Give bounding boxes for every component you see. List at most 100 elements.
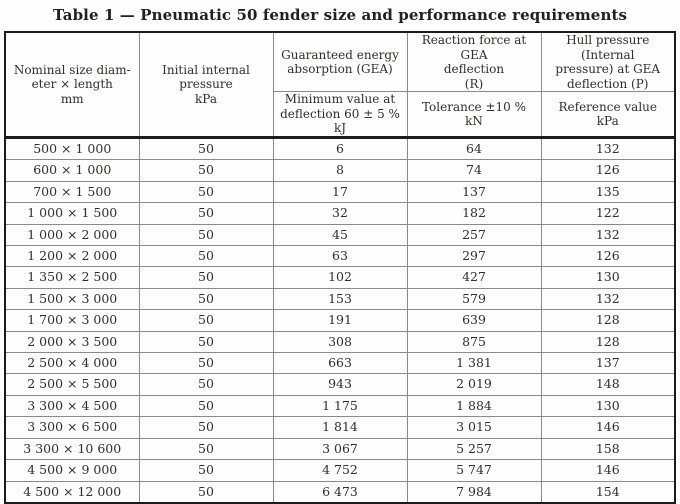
size-cell: 2 500 × 5 500 xyxy=(4,373,140,396)
pressure-cell: 50 xyxy=(138,480,274,504)
gea-cell: 191 xyxy=(272,309,408,332)
gea-cell: 102 xyxy=(272,266,408,289)
hull-pressure-cell: 126 xyxy=(540,159,676,182)
hull-pressure-cell: 128 xyxy=(540,330,676,354)
size-cell: 1 000 × 1 500 xyxy=(4,202,140,225)
hull-pressure-cell: 126 xyxy=(540,245,676,268)
reaction-cell: 2 019 xyxy=(406,373,542,396)
table-body: 500 × 1 000 50 6 64 132 600 × 1 000 50 8 74 126 70… xyxy=(4,136,676,504)
size-cell: 1 000 × 2 000 xyxy=(4,223,140,247)
hull-pressure-cell: 132 xyxy=(540,287,676,311)
hull-pressure-cell: 137 xyxy=(540,352,676,375)
hull-pressure-cell: 146 xyxy=(540,416,676,439)
size-cell: 3 300 × 4 500 xyxy=(4,394,140,418)
table-row: 2 000 × 3 500 50 308 875 128 xyxy=(4,330,676,354)
hull-pressure-cell: 130 xyxy=(540,266,676,289)
gea-cell: 1 814 xyxy=(272,416,408,439)
pressure-cell: 50 xyxy=(138,394,274,418)
gea-cell: 943 xyxy=(272,373,408,396)
table-title: Table 1 — Pneumatic 50 fender size and p… xyxy=(52,6,628,24)
size-cell: 2 000 × 3 500 xyxy=(4,330,140,354)
pressure-cell: 50 xyxy=(138,437,274,461)
pressure-cell: 50 xyxy=(138,223,274,247)
hull-pressure-cell: 146 xyxy=(540,459,676,482)
reaction-cell: 182 xyxy=(406,202,542,225)
table-row: 4 500 × 9 000 50 4 752 5 747 146 xyxy=(4,459,676,482)
gea-cell: 663 xyxy=(272,352,408,375)
table-row: 600 × 1 000 50 8 74 126 xyxy=(4,159,676,182)
reaction-cell: 5 747 xyxy=(406,459,542,482)
gea-cell: 1 175 xyxy=(272,394,408,418)
hull-pressure-cell: 122 xyxy=(540,202,676,225)
header-gea: Guaranteed energy absorption (GEA) xyxy=(272,31,408,92)
table-row: 1 500 × 3 000 50 153 579 132 xyxy=(4,287,676,311)
hull-pressure-cell: 132 xyxy=(540,136,676,161)
gea-cell: 4 752 xyxy=(272,459,408,482)
size-cell: 2 500 × 4 000 xyxy=(4,352,140,375)
reaction-cell: 639 xyxy=(406,309,542,332)
gea-cell: 8 xyxy=(272,159,408,182)
gea-cell: 308 xyxy=(272,330,408,354)
size-cell: 4 500 × 12 000 xyxy=(4,480,140,504)
size-cell: 3 300 × 10 600 xyxy=(4,437,140,461)
hull-pressure-cell: 132 xyxy=(540,223,676,247)
header-row-top: Nominal size diam- eter × length mm Init… xyxy=(4,31,676,138)
header-hull-reference-value: Reference value kPa xyxy=(540,91,676,138)
pressure-cell: 50 xyxy=(138,309,274,332)
gea-cell: 6 473 xyxy=(272,480,408,504)
table-row: 3 300 × 4 500 50 1 175 1 884 130 xyxy=(4,394,676,418)
table-row: 1 350 × 2 500 50 102 427 130 xyxy=(4,266,676,289)
size-cell: 1 700 × 3 000 xyxy=(4,309,140,332)
header-initial-pressure: Initial internal pressure kPa xyxy=(138,31,274,138)
reaction-cell: 579 xyxy=(406,287,542,311)
pressure-cell: 50 xyxy=(138,136,274,161)
table-row: 4 500 × 12 000 50 6 473 7 984 154 xyxy=(4,480,676,504)
reaction-cell: 137 xyxy=(406,180,542,204)
pressure-cell: 50 xyxy=(138,245,274,268)
gea-cell: 3 067 xyxy=(272,437,408,461)
table-row: 500 × 1 000 50 6 64 132 xyxy=(4,136,676,161)
table-row: 3 300 × 10 600 50 3 067 5 257 158 xyxy=(4,437,676,461)
reaction-cell: 875 xyxy=(406,330,542,354)
gea-cell: 45 xyxy=(272,223,408,247)
pressure-cell: 50 xyxy=(138,352,274,375)
size-cell: 3 300 × 6 500 xyxy=(4,416,140,439)
reaction-cell: 64 xyxy=(406,136,542,161)
size-cell: 4 500 × 9 000 xyxy=(4,459,140,482)
header-reaction-force: Reaction force at GEA deflection (R) xyxy=(406,31,542,92)
header-gea-minimum-value: Minimum value at deflection 60 ± 5 % kJ xyxy=(272,91,408,138)
table-row: 700 × 1 500 50 17 137 135 xyxy=(4,180,676,204)
pressure-cell: 50 xyxy=(138,266,274,289)
pressure-cell: 50 xyxy=(138,416,274,439)
hull-pressure-cell: 130 xyxy=(540,394,676,418)
reaction-cell: 1 884 xyxy=(406,394,542,418)
hull-pressure-cell: 154 xyxy=(540,480,676,504)
size-cell: 500 × 1 000 xyxy=(4,136,140,161)
gea-cell: 32 xyxy=(272,202,408,225)
reaction-cell: 297 xyxy=(406,245,542,268)
table-header: Nominal size diam- eter × length mm Init… xyxy=(4,31,676,138)
size-cell: 700 × 1 500 xyxy=(4,180,140,204)
reaction-cell: 257 xyxy=(406,223,542,247)
reaction-cell: 7 984 xyxy=(406,480,542,504)
pressure-cell: 50 xyxy=(138,180,274,204)
reaction-cell: 74 xyxy=(406,159,542,182)
reaction-cell: 1 381 xyxy=(406,352,542,375)
table-row: 1 200 × 2 000 50 63 297 126 xyxy=(4,245,676,268)
header-reaction-tolerance: Tolerance ±10 % kN xyxy=(406,91,542,138)
size-cell: 600 × 1 000 xyxy=(4,159,140,182)
pressure-cell: 50 xyxy=(138,202,274,225)
size-cell: 1 500 × 3 000 xyxy=(4,287,140,311)
hull-pressure-cell: 135 xyxy=(540,180,676,204)
size-cell: 1 350 × 2 500 xyxy=(4,266,140,289)
gea-cell: 153 xyxy=(272,287,408,311)
reaction-cell: 427 xyxy=(406,266,542,289)
pressure-cell: 50 xyxy=(138,159,274,182)
header-nominal-size: Nominal size diam- eter × length mm xyxy=(4,31,140,138)
table-row: 2 500 × 4 000 50 663 1 381 137 xyxy=(4,352,676,375)
header-hull-pressure: Hull pressure (Internal pressure) at GEA… xyxy=(540,31,676,92)
fender-spec-table: Nominal size diam- eter × length mm Init… xyxy=(4,31,676,504)
hull-pressure-cell: 158 xyxy=(540,437,676,461)
table-row: 1 000 × 1 500 50 32 182 122 xyxy=(4,202,676,225)
table-row: 2 500 × 5 500 50 943 2 019 148 xyxy=(4,373,676,396)
